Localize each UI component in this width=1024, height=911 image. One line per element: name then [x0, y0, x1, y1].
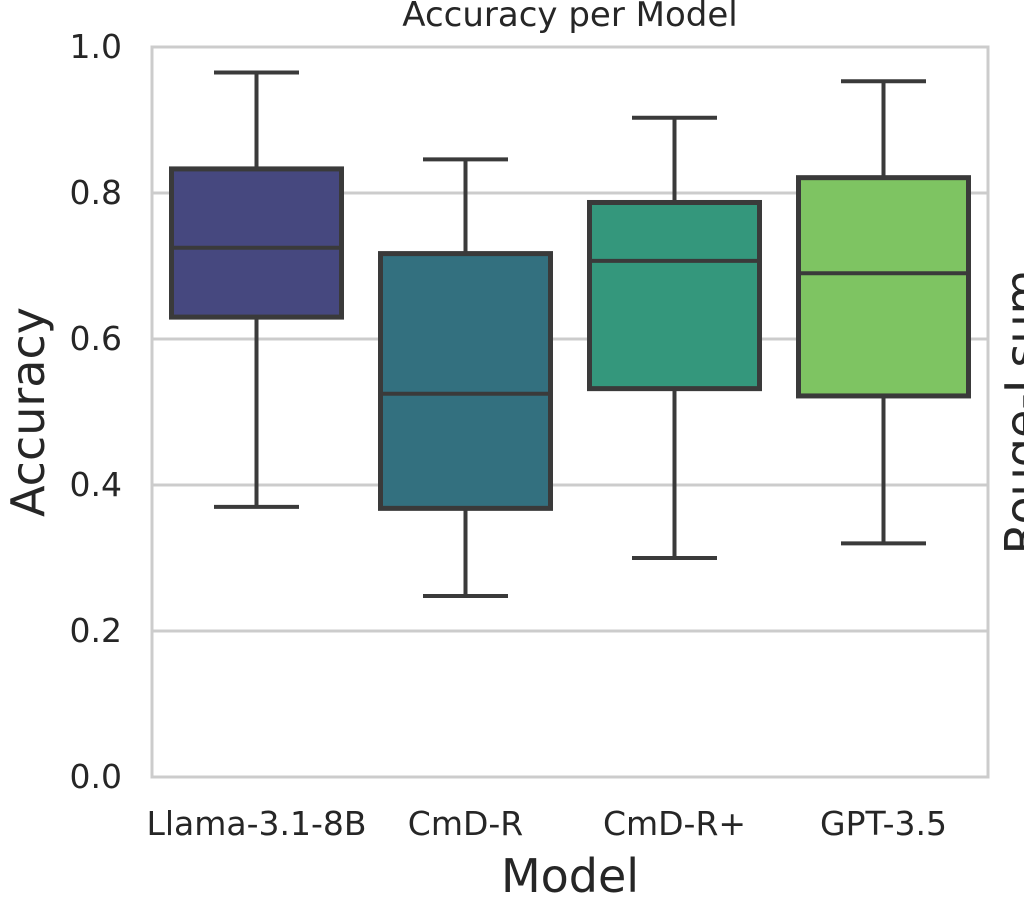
x-tick-label: GPT-3.5	[820, 804, 947, 843]
y-tick-label: 1.0	[70, 27, 122, 66]
box-group	[169, 70, 344, 509]
y-tick-label: 0.8	[70, 173, 122, 212]
box-group	[796, 79, 971, 546]
box-iqr	[378, 251, 553, 511]
y-tick-label: 0.4	[70, 465, 122, 504]
plot-frame	[150, 45, 990, 779]
box-iqr	[587, 199, 762, 392]
axes-layer: 0.0 0.2 0.4 0.6 0.8 1.0 Llama-3.1-8B CmD-R CmD-R…	[70, 27, 990, 843]
y-tick-label: 0.2	[70, 611, 122, 650]
y-axis-title: Accuracy	[1, 307, 55, 517]
secondary-y-axis-title: Rouge-Lsum	[995, 270, 1024, 555]
x-axis-title: Model	[501, 849, 639, 903]
box-iqr	[796, 175, 971, 399]
x-tick-label: Llama-3.1-8B	[146, 804, 366, 843]
boxes-layer	[169, 70, 971, 598]
box-group	[587, 115, 762, 560]
y-tick-label: 0.6	[70, 319, 122, 358]
x-tick-label: CmD-R+	[603, 804, 746, 843]
box-group	[378, 157, 553, 598]
x-tick-label: CmD-R	[408, 804, 523, 843]
chart-title: Accuracy per Model	[402, 0, 737, 35]
y-tick-label: 0.0	[70, 757, 122, 796]
grid-lines	[152, 45, 988, 779]
box-iqr	[169, 166, 344, 320]
